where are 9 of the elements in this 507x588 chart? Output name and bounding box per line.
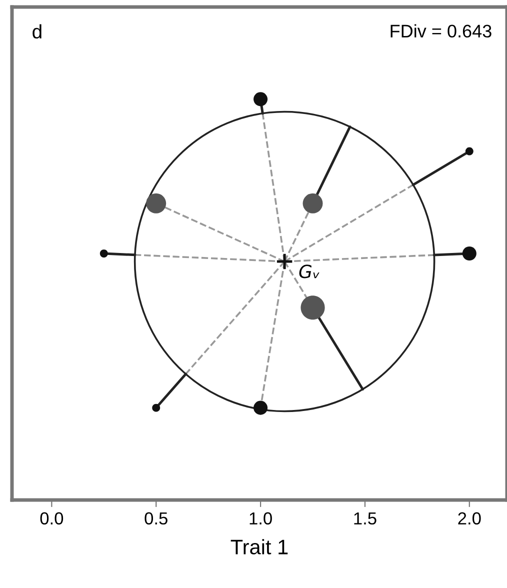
x-tick-label: 2.0 [458, 512, 481, 525]
x-tick-label: 1.0 [250, 512, 272, 525]
text: FDiv = 0.643 [390, 24, 492, 38]
x-tick-label: 0.5 [144, 512, 168, 525]
annotation: Gᵥ [299, 264, 320, 278]
x-axis-title: Trait 1 [230, 539, 288, 554]
text: d [32, 24, 42, 39]
x-tick-label: 1.5 [354, 512, 376, 525]
x-tick-label: 0.0 [40, 512, 64, 525]
